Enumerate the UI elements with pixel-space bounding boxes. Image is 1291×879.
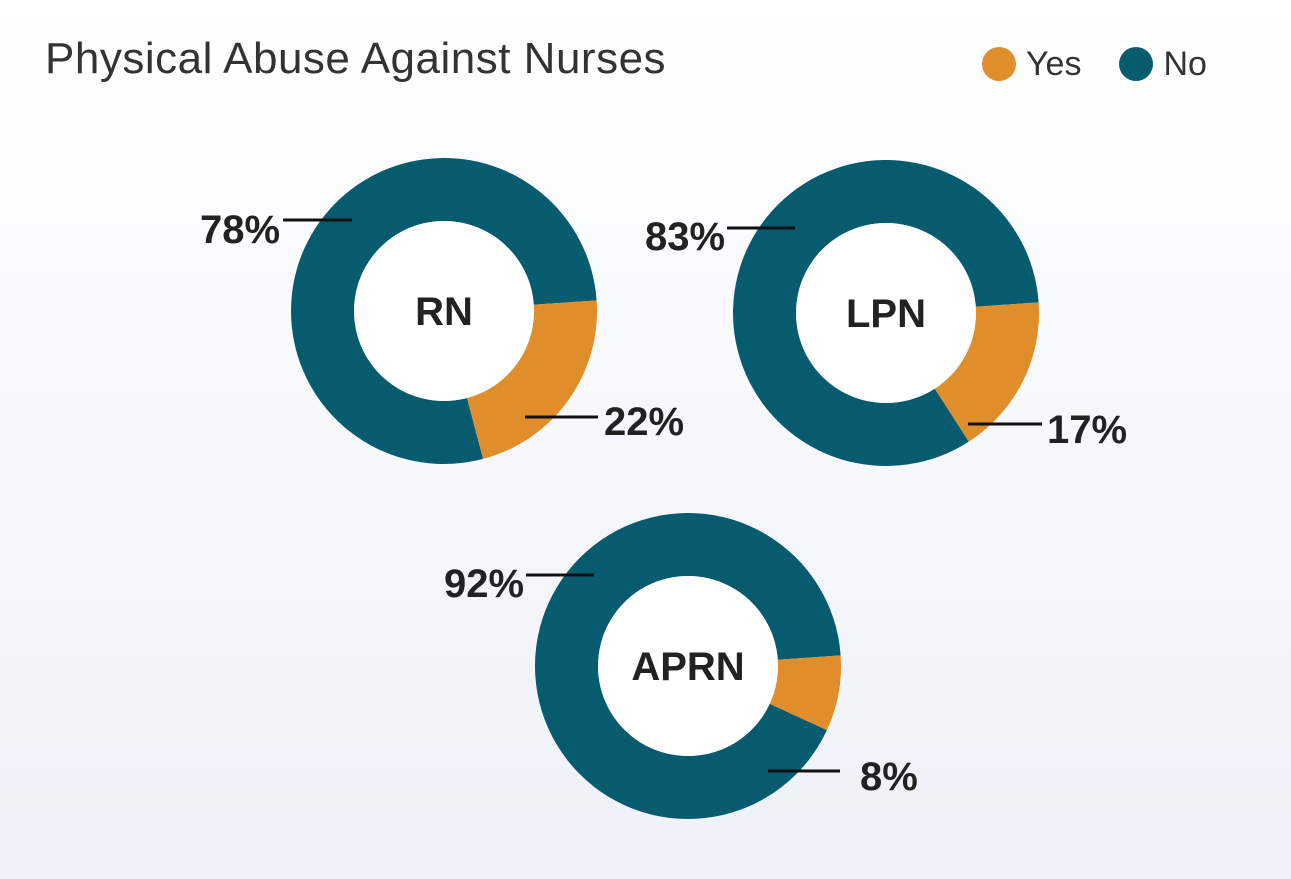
legend-label-yes: Yes	[1026, 44, 1082, 83]
legend-item-yes: Yes	[982, 45, 1081, 84]
aprn-yes-percent-label: 8%	[860, 755, 918, 799]
aprn-no-percent-label: 92%	[444, 562, 524, 606]
legend-label-no: No	[1163, 44, 1207, 83]
legend: Yes No	[982, 40, 1245, 88]
rn-center-label: RN	[415, 290, 473, 334]
aprn-donut-hole	[598, 576, 778, 756]
aprn-no-slice	[534, 513, 841, 820]
legend-swatch-yes	[982, 47, 1016, 81]
aprn-center-label: APRN	[631, 645, 744, 689]
rn-yes-slice	[466, 300, 598, 459]
lpn-no-percent-label: 83%	[645, 215, 725, 259]
lpn-yes-percent-label: 17%	[1047, 408, 1127, 452]
lpn-yes-slice	[934, 302, 1039, 442]
aprn-yes-slice	[769, 655, 841, 731]
lpn-no-slice	[732, 159, 1039, 466]
lpn-donut-hole	[796, 223, 976, 403]
chart-title: Physical Abuse Against Nurses	[45, 34, 667, 83]
rn-yes-percent-label: 22%	[604, 400, 684, 444]
rn-no-slice	[291, 158, 597, 465]
lpn-center-label: LPN	[846, 292, 926, 336]
rn-no-percent-label: 78%	[200, 208, 280, 252]
legend-item-no: No	[1119, 44, 1207, 84]
rn-donut-hole	[354, 221, 534, 401]
legend-swatch-no	[1119, 47, 1154, 81]
